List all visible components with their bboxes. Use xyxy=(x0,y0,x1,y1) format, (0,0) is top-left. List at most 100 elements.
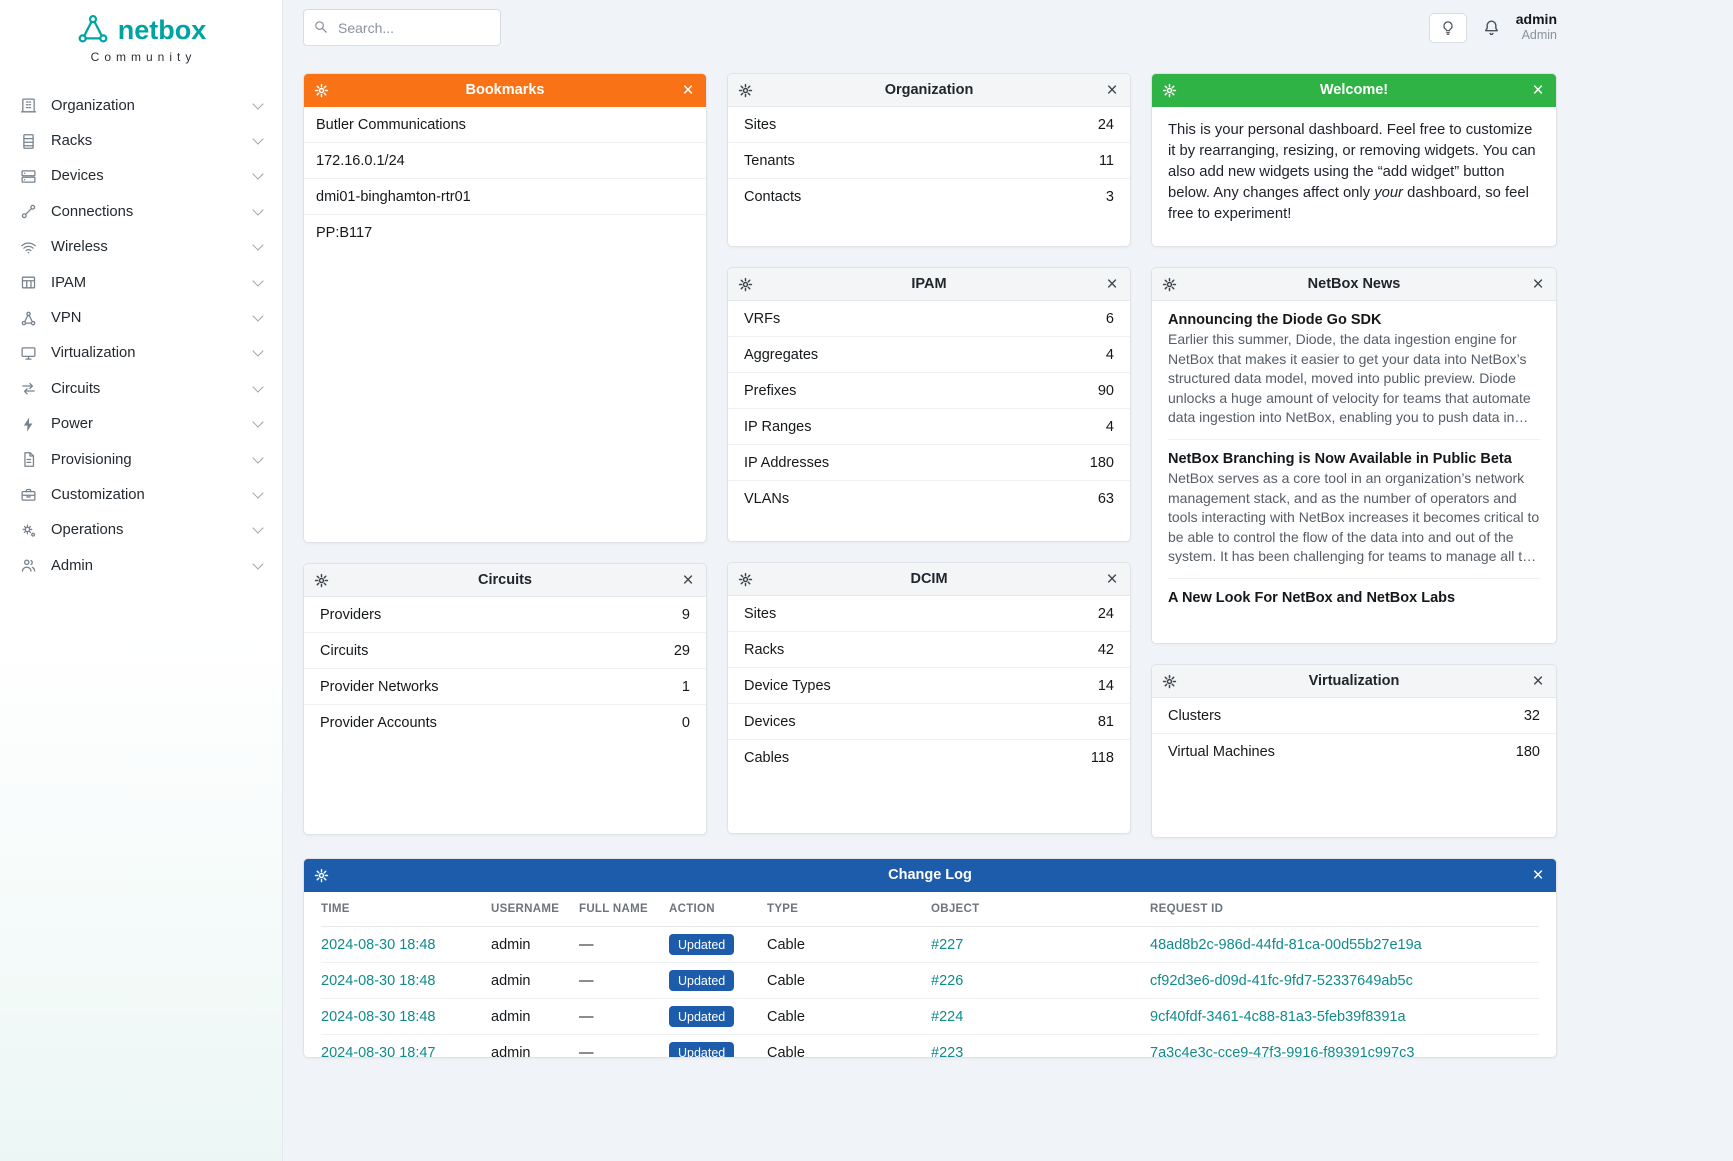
object-link[interactable]: #226 xyxy=(931,972,964,989)
news-item: Announcing the Diode Go SDK Earlier this… xyxy=(1168,301,1540,440)
gear-icon[interactable] xyxy=(1162,673,1178,689)
sidebar-item-vpn[interactable]: VPN xyxy=(0,300,282,335)
chevron-down-icon xyxy=(252,98,264,110)
widget-title: Circuits xyxy=(478,572,532,588)
time-link[interactable]: 2024-08-30 18:48 xyxy=(321,972,436,989)
widget-header: NetBox News × xyxy=(1152,268,1556,301)
object-link[interactable]: #223 xyxy=(931,1044,964,1058)
column-header: ACTION xyxy=(669,903,715,915)
gear-icon[interactable] xyxy=(314,82,330,98)
news-headline-link[interactable]: A New Look For NetBox and NetBox Labs xyxy=(1168,589,1456,606)
widget-header: Circuits × xyxy=(304,564,706,597)
stat-row[interactable]: Aggregates 4 xyxy=(728,337,1130,373)
sidebar-item-operations[interactable]: Operations xyxy=(0,513,282,548)
sidebar-item-connections[interactable]: Connections xyxy=(0,194,282,229)
sidebar-item-racks[interactable]: Racks xyxy=(0,123,282,158)
stat-row[interactable]: Sites 24 xyxy=(728,596,1130,632)
stat-row[interactable]: Clusters 32 xyxy=(1152,698,1556,734)
sidebar-item-admin[interactable]: Admin xyxy=(0,548,282,583)
sidebar-item-power[interactable]: Power xyxy=(0,407,282,442)
widget-header: DCIM × xyxy=(728,563,1130,596)
chevron-down-icon xyxy=(252,239,264,251)
news-summary: Earlier this summer, Diode, the data ing… xyxy=(1168,331,1531,426)
news-headline-link[interactable]: Announcing the Diode Go SDK xyxy=(1168,312,1382,328)
request-id-link[interactable]: 7a3c4e3c-cce9-47f3-9916-f89391c997c3 xyxy=(1150,1044,1415,1058)
widget-ipam: IPAM × VRFs 6 Aggregates 4 Prefixes 90 IP R… xyxy=(727,267,1131,542)
sidebar-item-virtualization[interactable]: Virtualization xyxy=(0,336,282,371)
brand[interactable]: netbox Community xyxy=(0,0,282,64)
action-badge: Updated xyxy=(669,934,735,955)
search-input[interactable] xyxy=(303,9,501,46)
time-link[interactable]: 2024-08-30 18:48 xyxy=(321,936,436,953)
gear-icon[interactable] xyxy=(1162,82,1178,98)
close-icon[interactable]: × xyxy=(1106,79,1118,101)
stat-row[interactable]: Provider Networks 1 xyxy=(304,669,706,705)
gear-icon[interactable] xyxy=(738,82,754,98)
chevron-down-icon xyxy=(252,168,264,181)
sidebar-item-ipam[interactable]: IPAM xyxy=(0,265,282,300)
close-icon[interactable]: × xyxy=(1532,273,1544,295)
close-icon[interactable]: × xyxy=(1106,273,1118,295)
gear-icon[interactable] xyxy=(1162,276,1178,292)
stat-row[interactable]: Virtual Machines 180 xyxy=(1168,744,1540,760)
sidebar-item-wireless[interactable]: Wireless xyxy=(0,230,282,265)
time-link[interactable]: 2024-08-30 18:48 xyxy=(321,1008,436,1025)
widget-organization: Organization × Sites 24 Tenants 11 Contact… xyxy=(727,73,1131,247)
stat-row[interactable]: Tenants 11 xyxy=(728,143,1130,179)
gear-icon[interactable] xyxy=(738,276,754,292)
object-link[interactable]: #227 xyxy=(931,936,964,953)
stat-row[interactable]: Racks 42 xyxy=(728,632,1130,668)
close-icon[interactable]: × xyxy=(682,79,694,101)
widget-dcim: DCIM × Sites 24 Racks 42 Device Types 14 De… xyxy=(727,562,1131,834)
bookmark-link[interactable]: PP:B117 xyxy=(316,225,373,241)
request-id-link[interactable]: cf92d3e6-d09d-41fc-9fd7-52337649ab5c xyxy=(1150,972,1413,989)
stat-row[interactable]: Contacts 3 xyxy=(744,189,1114,205)
time-link[interactable]: 2024-08-30 18:47 xyxy=(321,1044,436,1058)
close-icon[interactable]: × xyxy=(1532,79,1544,101)
object-link[interactable]: #224 xyxy=(931,1008,964,1025)
stat-row[interactable]: Cables 118 xyxy=(744,750,1114,766)
stat-row[interactable]: Providers 9 xyxy=(304,597,706,633)
username-cell: admin xyxy=(491,1044,531,1058)
notifications-bell-icon[interactable] xyxy=(1482,18,1501,37)
bookmark-link[interactable]: dmi01-binghamton-rtr01 xyxy=(304,179,706,215)
action-badge: Updated xyxy=(669,1042,735,1057)
gear-icon[interactable] xyxy=(314,867,330,883)
stat-row[interactable]: Prefixes 90 xyxy=(728,373,1130,409)
stat-row[interactable]: VLANs 63 xyxy=(744,491,1114,507)
sidebar-item-provisioning[interactable]: Provisioning xyxy=(0,442,282,477)
gear-icon[interactable] xyxy=(314,572,330,588)
chevron-down-icon xyxy=(252,381,264,393)
stat-row[interactable]: Devices 81 xyxy=(728,704,1130,740)
sidebar-item-organization[interactable]: Organization xyxy=(0,88,282,123)
bolt-icon xyxy=(20,416,38,433)
stat-row[interactable]: Circuits 29 xyxy=(304,633,706,669)
bookmark-link[interactable]: 172.16.0.1/24 xyxy=(304,143,706,179)
news-headline-link[interactable]: NetBox Branching is Now Available in Pub… xyxy=(1168,450,1512,467)
gears-icon xyxy=(20,522,38,539)
request-id-link[interactable]: 9cf40fdf-3461-4c88-81a3-5feb39f8391a xyxy=(1150,1008,1406,1025)
close-icon[interactable]: × xyxy=(682,569,694,591)
sidebar-item-devices[interactable]: Devices xyxy=(0,159,282,194)
close-icon[interactable]: × xyxy=(1532,670,1544,692)
sidebar-item-circuits[interactable]: Circuits xyxy=(0,371,282,406)
stat-row[interactable]: Sites 24 xyxy=(728,107,1130,143)
gear-icon[interactable] xyxy=(738,571,754,587)
request-id-link[interactable]: 48ad8b2c-986d-44fd-81ca-00d55b27e19a xyxy=(1150,936,1422,953)
close-icon[interactable]: × xyxy=(1532,864,1544,886)
bookmark-link[interactable]: Butler Communications xyxy=(304,107,706,143)
stat-row[interactable]: IP Ranges 4 xyxy=(728,409,1130,445)
close-icon[interactable]: × xyxy=(1106,568,1118,590)
sidebar-item-customization[interactable]: Customization xyxy=(0,477,282,512)
lightbulb-icon xyxy=(1443,20,1453,35)
fullname-cell: — xyxy=(579,1008,594,1025)
stat-row[interactable]: IP Addresses 180 xyxy=(728,445,1130,481)
column-header: TIME xyxy=(321,903,350,915)
stat-row[interactable]: Provider Accounts 0 xyxy=(320,715,690,731)
user-menu[interactable]: admin Admin xyxy=(1516,11,1557,44)
stat-row[interactable]: VRFs 6 xyxy=(728,301,1130,337)
column-header: FULL NAME xyxy=(579,903,648,915)
stat-row[interactable]: Device Types 14 xyxy=(728,668,1130,704)
theme-toggle-button[interactable] xyxy=(1428,12,1467,43)
fullname-cell: — xyxy=(579,972,594,989)
